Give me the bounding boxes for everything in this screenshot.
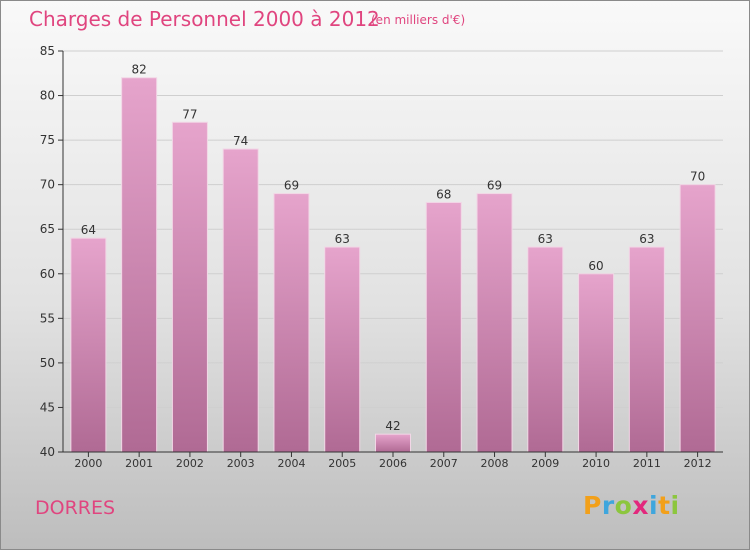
- data-label: 77: [182, 107, 197, 121]
- data-label: 82: [132, 63, 147, 77]
- x-tick-label: 2001: [125, 457, 153, 470]
- y-tick-label: 70: [40, 178, 55, 192]
- chart-subtitle: (en milliers d'€): [371, 13, 466, 27]
- y-tick-label: 40: [40, 445, 55, 459]
- bar: [70, 237, 107, 453]
- bar: [527, 246, 564, 453]
- x-tick-label: 2003: [227, 457, 255, 470]
- data-label: 63: [335, 232, 350, 246]
- y-tick-label: 55: [40, 311, 55, 325]
- x-tick-label: 2011: [633, 457, 661, 470]
- data-label: 63: [538, 232, 553, 246]
- y-tick-label: 65: [40, 222, 55, 236]
- x-tick-label: 2004: [277, 457, 305, 470]
- data-label: 69: [284, 179, 299, 193]
- bar: [324, 246, 361, 453]
- y-tick-label: 50: [40, 356, 55, 370]
- bar: [476, 193, 513, 453]
- data-label: 68: [436, 187, 451, 201]
- data-label: 42: [385, 419, 400, 433]
- bar: [628, 246, 665, 453]
- x-tick-label: 2007: [430, 457, 458, 470]
- x-tick-label: 2006: [379, 457, 407, 470]
- bar: [679, 184, 716, 453]
- bar: [222, 148, 259, 453]
- bar: [425, 201, 462, 453]
- data-label: 74: [233, 134, 248, 148]
- y-tick-label: 60: [40, 267, 55, 281]
- x-tick-label: 2008: [481, 457, 509, 470]
- bar: [171, 121, 208, 453]
- commune-name: DORRES: [35, 497, 116, 519]
- data-label: 70: [690, 170, 705, 184]
- y-tick-label: 85: [40, 44, 55, 58]
- x-tick-label: 2009: [531, 457, 559, 470]
- y-tick-label: 75: [40, 133, 55, 147]
- x-tick-label: 2012: [684, 457, 712, 470]
- y-tick-label: 45: [40, 400, 55, 414]
- data-label: 69: [487, 179, 502, 193]
- bar: [121, 77, 158, 453]
- data-label: 64: [81, 223, 96, 237]
- proxiti-logo: Proxiti: [583, 491, 680, 520]
- x-tick-label: 2000: [74, 457, 102, 470]
- bar: [578, 273, 615, 453]
- x-tick-label: 2002: [176, 457, 204, 470]
- chart-title: Charges de Personnel 2000 à 2012: [29, 7, 380, 31]
- data-label: 60: [588, 259, 603, 273]
- y-tick-label: 80: [40, 89, 55, 103]
- bar: [375, 433, 411, 453]
- x-tick-label: 2010: [582, 457, 610, 470]
- data-label: 63: [639, 232, 654, 246]
- x-tick-label: 2005: [328, 457, 356, 470]
- bar: [273, 193, 310, 453]
